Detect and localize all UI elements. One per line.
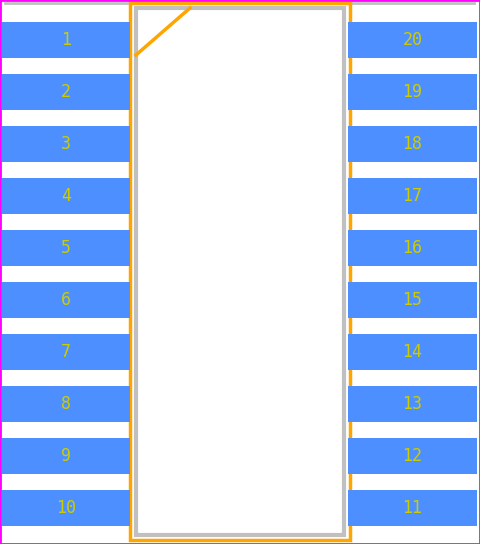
Bar: [348, 74, 477, 110]
Bar: [348, 230, 477, 266]
Text: 17: 17: [403, 187, 422, 205]
Bar: [2, 74, 130, 110]
Bar: [348, 282, 477, 318]
Bar: [2, 178, 130, 214]
Bar: [348, 126, 477, 162]
Bar: [348, 334, 477, 370]
Text: 3: 3: [61, 135, 71, 153]
Bar: [348, 386, 477, 422]
Text: 4: 4: [61, 187, 71, 205]
Bar: [2, 282, 130, 318]
Text: 19: 19: [403, 83, 422, 101]
Text: 9: 9: [61, 447, 71, 465]
Text: 6: 6: [61, 291, 71, 309]
Text: 8: 8: [61, 395, 71, 413]
Text: 14: 14: [403, 343, 422, 361]
Text: 16: 16: [403, 239, 422, 257]
Bar: [2, 230, 130, 266]
Bar: [2, 438, 130, 474]
Text: 2: 2: [61, 83, 71, 101]
Bar: [348, 22, 477, 58]
Text: 13: 13: [403, 395, 422, 413]
Bar: [130, 3, 350, 540]
Bar: [348, 438, 477, 474]
Text: 15: 15: [403, 291, 422, 309]
Text: 7: 7: [61, 343, 71, 361]
Bar: [2, 126, 130, 162]
Bar: [2, 490, 130, 526]
Text: 1: 1: [61, 31, 71, 49]
Bar: [2, 386, 130, 422]
Text: 5: 5: [61, 239, 71, 257]
Text: 10: 10: [56, 499, 76, 517]
Text: 12: 12: [403, 447, 422, 465]
Text: 18: 18: [403, 135, 422, 153]
Bar: [136, 8, 344, 535]
Bar: [2, 22, 130, 58]
Text: 11: 11: [403, 499, 422, 517]
Bar: [348, 178, 477, 214]
Bar: [2, 334, 130, 370]
Bar: [348, 490, 477, 526]
Text: 20: 20: [403, 31, 422, 49]
